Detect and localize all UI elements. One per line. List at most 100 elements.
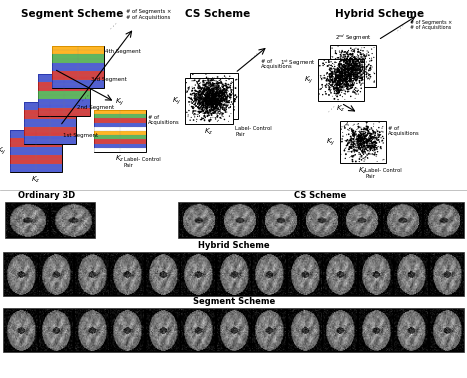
Bar	[340, 121, 386, 163]
Point	[347, 48, 355, 54]
Point	[338, 56, 346, 62]
Point	[347, 85, 355, 91]
Point	[196, 83, 203, 89]
Point	[339, 84, 346, 90]
Point	[205, 117, 213, 123]
Point	[222, 100, 230, 106]
Point	[344, 70, 352, 76]
Point	[217, 102, 224, 108]
Point	[209, 80, 217, 86]
Point	[195, 99, 202, 105]
Point	[210, 98, 218, 104]
Point	[352, 65, 360, 71]
Point	[200, 88, 208, 94]
Point	[218, 96, 226, 102]
Point	[205, 98, 212, 104]
Point	[358, 59, 366, 65]
Point	[337, 65, 345, 71]
Point	[345, 59, 352, 65]
Point	[193, 90, 200, 96]
Point	[210, 104, 218, 110]
Point	[227, 89, 235, 95]
Point	[212, 99, 219, 105]
Point	[338, 85, 345, 91]
Point	[214, 96, 221, 102]
Point	[201, 98, 208, 104]
Point	[208, 81, 215, 87]
Point	[191, 77, 198, 83]
Point	[204, 80, 212, 86]
Point	[351, 71, 358, 77]
Point	[224, 95, 231, 101]
Point	[339, 74, 346, 80]
Point	[341, 51, 349, 57]
Point	[357, 69, 364, 75]
Point	[351, 67, 358, 73]
Point	[340, 51, 348, 57]
Point	[222, 96, 230, 102]
Point	[345, 68, 353, 74]
Point	[357, 132, 365, 138]
Point	[359, 68, 367, 74]
Point	[355, 158, 363, 164]
Point	[217, 89, 224, 95]
Point	[350, 133, 358, 139]
Point	[331, 71, 339, 77]
Point	[367, 130, 374, 136]
Point	[333, 80, 340, 86]
Point	[367, 151, 375, 157]
Point	[349, 128, 356, 134]
Point	[331, 79, 339, 85]
Point	[199, 97, 206, 103]
Point	[207, 91, 214, 97]
Point	[205, 98, 213, 104]
Point	[326, 75, 334, 81]
Point	[213, 110, 221, 116]
Point	[206, 98, 214, 104]
Point	[361, 148, 368, 154]
Point	[362, 133, 369, 139]
Point	[206, 102, 213, 108]
Point	[219, 92, 226, 98]
Point	[342, 57, 349, 64]
Point	[210, 90, 217, 96]
Point	[358, 142, 365, 148]
Point	[214, 90, 222, 96]
Point	[361, 54, 369, 60]
Point	[340, 68, 347, 74]
Point	[364, 147, 372, 153]
Point	[356, 134, 364, 140]
Point	[208, 95, 216, 101]
Point	[214, 113, 221, 119]
Point	[363, 140, 371, 146]
Point	[342, 65, 349, 71]
Point	[356, 134, 364, 140]
Point	[205, 110, 212, 116]
Point	[345, 77, 352, 84]
Point	[222, 82, 230, 88]
Point	[341, 68, 348, 74]
Point	[195, 103, 203, 109]
Point	[348, 153, 356, 159]
Point	[358, 138, 365, 144]
Point	[356, 67, 363, 73]
Point	[352, 85, 360, 91]
Point	[205, 87, 212, 93]
Point	[188, 100, 196, 106]
Point	[198, 90, 205, 96]
Point	[370, 139, 377, 145]
Point	[217, 78, 225, 84]
Point	[350, 65, 357, 71]
Point	[342, 56, 350, 62]
Point	[375, 134, 382, 140]
Point	[348, 130, 355, 136]
Point	[198, 96, 205, 102]
Point	[347, 82, 354, 88]
Point	[219, 82, 226, 88]
Point	[355, 138, 362, 144]
Point	[212, 99, 219, 105]
Point	[347, 76, 354, 82]
Point	[348, 81, 356, 87]
Point	[333, 81, 341, 87]
Point	[350, 63, 357, 69]
